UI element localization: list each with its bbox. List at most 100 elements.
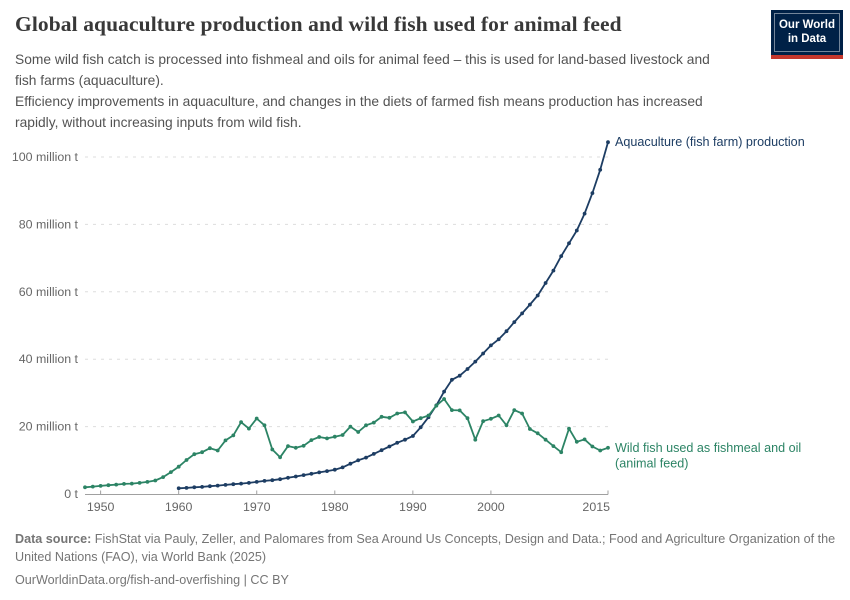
data-point [98, 484, 103, 488]
data-point [348, 424, 353, 429]
data-point [90, 484, 95, 489]
y-axis-tick-label: 40 million t [19, 352, 79, 366]
data-point [200, 485, 205, 489]
data-point [83, 485, 87, 490]
data-point [356, 458, 361, 463]
data-point [192, 452, 197, 457]
data-point [543, 281, 548, 285]
data-point [317, 470, 322, 475]
data-point [254, 416, 259, 421]
data-point [231, 482, 236, 487]
data-point [496, 337, 501, 342]
owid-logo-text-line1: Our World [778, 19, 835, 31]
y-axis-tick-label: 20 million t [19, 420, 79, 434]
data-point [395, 440, 400, 445]
data-point [325, 469, 329, 473]
data-point [598, 448, 603, 453]
data-point [551, 444, 556, 448]
data-point [200, 450, 205, 455]
data-point [512, 408, 517, 412]
data-point [559, 450, 564, 455]
data-point [348, 461, 353, 466]
data-source-label: Data source: [15, 532, 92, 546]
x-axis-tick-label: 1950 [87, 500, 115, 514]
data-point [364, 455, 368, 460]
data-point [411, 434, 415, 438]
data-point [137, 481, 142, 485]
y-axis-tick-label: 80 million t [19, 217, 79, 231]
data-point [278, 477, 282, 482]
data-source-note: Data source: FishStat via Pauly, Zeller,… [15, 530, 837, 566]
data-point [215, 448, 220, 453]
data-point [496, 413, 501, 418]
data-point [465, 416, 470, 421]
owid-logo: Our World in Data [771, 10, 843, 59]
data-point [270, 447, 275, 452]
data-point [293, 474, 298, 479]
data-point [208, 446, 212, 451]
data-point [145, 480, 150, 484]
chart-subtitle-paragraph-2: Efficiency improvements in aquaculture, … [15, 94, 703, 130]
data-point [465, 367, 470, 371]
data-point [434, 403, 439, 408]
x-axis-tick-label: 1980 [321, 500, 349, 514]
data-point [473, 359, 478, 364]
data-point [176, 486, 181, 491]
data-point [309, 471, 314, 476]
data-point [418, 416, 423, 421]
data-point [114, 482, 119, 487]
data-point [286, 475, 290, 480]
data-point [473, 437, 478, 442]
data-point [293, 445, 298, 450]
series-line [84, 398, 609, 489]
data-point [551, 268, 556, 273]
chart-subtitle: Some wild fish catch is processed into f… [15, 49, 735, 133]
data-point [309, 438, 314, 442]
data-point [450, 408, 454, 412]
data-point [215, 483, 220, 488]
data-point [481, 419, 485, 424]
chart-footer: Data source: FishStat via Pauly, Zeller,… [15, 530, 837, 600]
data-point [239, 420, 244, 425]
data-point [590, 444, 595, 449]
data-point [340, 433, 345, 437]
x-axis-tick-label: 1970 [243, 500, 271, 514]
data-point [606, 445, 610, 450]
data-point [489, 416, 493, 421]
data-point [122, 482, 126, 486]
data-point [161, 475, 166, 479]
x-axis-tick-label: 2000 [477, 500, 505, 514]
data-point [528, 302, 532, 307]
data-point [403, 437, 407, 442]
data-point [192, 485, 197, 490]
data-point [535, 293, 540, 298]
data-point [504, 329, 509, 334]
data-point [387, 444, 392, 449]
owid-logo-box: Our World in Data [771, 10, 843, 55]
data-point [457, 373, 462, 378]
data-point [520, 311, 524, 316]
data-point [184, 458, 189, 462]
data-point [598, 167, 603, 172]
data-point [489, 343, 493, 348]
data-point [169, 470, 173, 474]
owid-logo-text-line2: in Data [787, 33, 827, 46]
data-point [262, 479, 267, 483]
data-point [231, 433, 236, 438]
data-point [403, 410, 407, 415]
data-point [543, 437, 548, 442]
data-point [567, 241, 571, 246]
y-axis-tick-label: 60 million t [19, 285, 79, 299]
data-point [184, 486, 189, 490]
data-point [325, 436, 329, 441]
chart-title: Global aquaculture production and wild f… [15, 12, 622, 36]
y-axis-tick-label: 100 million t [12, 150, 79, 164]
data-point [387, 415, 392, 420]
owid-logo-frame: Our World in Data [774, 13, 840, 52]
data-point [270, 478, 275, 483]
data-point [567, 426, 571, 431]
data-point [129, 481, 134, 486]
data-point [379, 414, 384, 419]
data-point [590, 191, 595, 196]
